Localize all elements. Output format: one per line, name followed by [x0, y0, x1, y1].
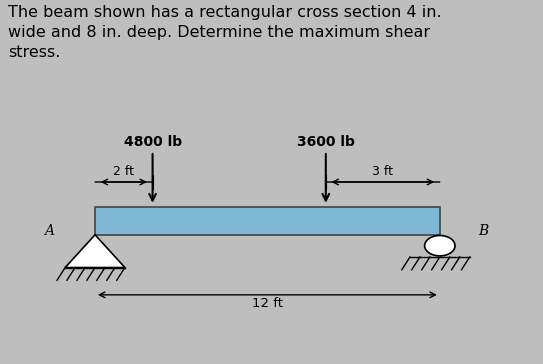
Text: 3600 lb: 3600 lb: [297, 135, 355, 149]
Bar: [95, 207, 440, 235]
Text: The beam shown has a rectangular cross section 4 in.
wide and 8 in. deep. Determ: The beam shown has a rectangular cross s…: [8, 5, 442, 60]
Text: 2 ft: 2 ft: [113, 165, 134, 178]
Text: 12 ft: 12 ft: [252, 297, 283, 310]
Polygon shape: [65, 235, 125, 268]
Text: 3 ft: 3 ft: [372, 165, 393, 178]
Circle shape: [425, 236, 455, 256]
Text: B: B: [478, 224, 488, 238]
Text: 4800 lb: 4800 lb: [123, 135, 182, 149]
Text: A: A: [44, 224, 54, 238]
